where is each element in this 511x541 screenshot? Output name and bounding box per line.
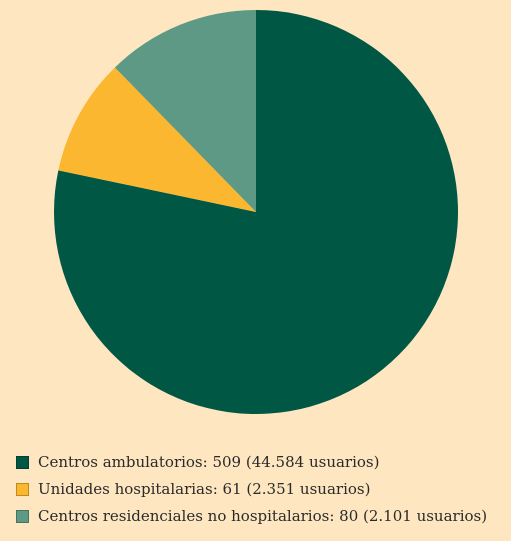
pie-chart [54, 10, 459, 414]
legend-swatch-centros-residenciales [16, 509, 29, 523]
pie-slice-centros-ambulatorios [54, 10, 459, 414]
legend-item-centros-ambulatorios: Centros ambulatorios: 509 (44.584 usuari… [16, 452, 487, 472]
legend-label-unidades-hospitalarias: Unidades hospitalarias: 61 (2.351 usuari… [38, 480, 371, 498]
pie-slice-centros-residenciales-no-hospitalarios [114, 10, 257, 212]
legend: Centros ambulatorios: 509 (44.584 usuari… [16, 452, 487, 533]
legend-label-centros-ambulatorios: Centros ambulatorios: 509 (44.584 usuari… [38, 453, 380, 471]
legend-item-centros-residenciales: Centros residenciales no hospitalarios: … [16, 506, 487, 526]
legend-item-unidades-hospitalarias: Unidades hospitalarias: 61 (2.351 usuari… [16, 479, 487, 499]
legend-swatch-unidades-hospitalarias [16, 482, 29, 496]
pie-slice-unidades-hospitalarias [58, 67, 256, 212]
legend-label-centros-residenciales: Centros residenciales no hospitalarios: … [38, 507, 488, 525]
legend-swatch-centros-ambulatorios [16, 455, 29, 469]
